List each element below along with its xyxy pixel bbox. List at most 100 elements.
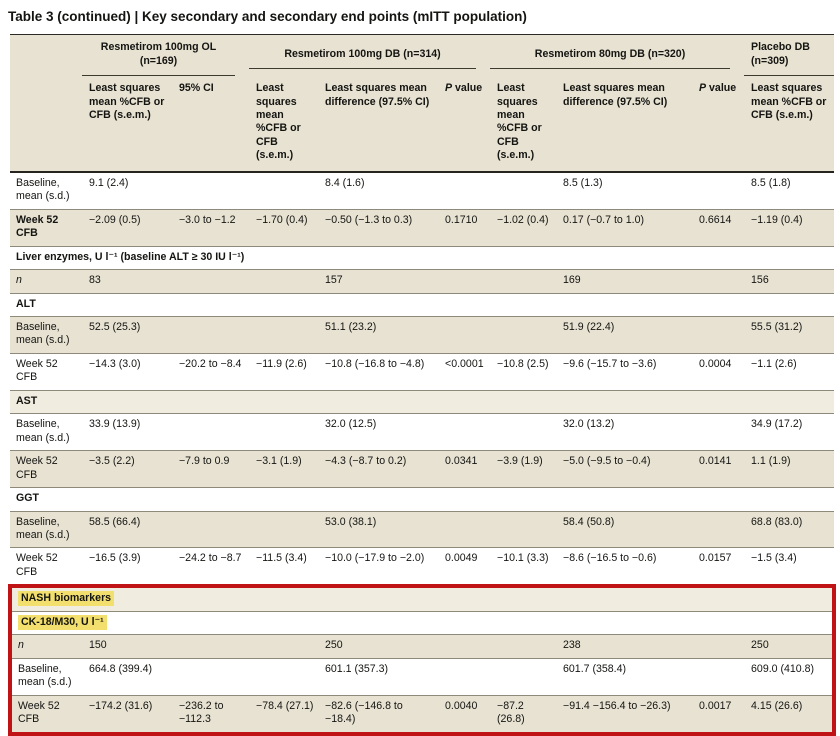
section-label: CK-18/M30, U l⁻¹	[10, 611, 834, 634]
col-header-ls-diff: Least squares mean difference (97.5% CI)	[318, 76, 439, 173]
table-cell: −10.1 (3.3)	[497, 552, 549, 565]
table-cell: 55.5 (31.2)	[751, 320, 803, 333]
table-cell: 150	[89, 639, 107, 652]
section-header-row: Liver enzymes, U l⁻¹ (baseline ALT ≥ 30 …	[10, 246, 835, 270]
table-header: Resmetirom 100mg OL (n=169) Resmetirom 1…	[10, 34, 835, 173]
table-cell: −5.0 (−9.5 to −0.4)	[563, 455, 651, 468]
table-row: Baseline, mean (s.d.) 664.8 (399.4) 601.1 …	[10, 658, 835, 696]
table-cell	[490, 635, 556, 658]
table-cell	[172, 172, 249, 209]
table-cell: <0.0001	[445, 357, 484, 370]
row-label: Baseline, mean (s.d.)	[18, 662, 72, 689]
row-label: n	[16, 274, 22, 287]
table-cell: 0.1710	[445, 213, 478, 226]
table-cell	[249, 635, 318, 658]
col-header-95ci: 95% CI	[172, 76, 250, 173]
p-italic: P	[699, 82, 707, 95]
table-cell: 0.6614	[699, 213, 732, 226]
table-cell: −0.50 (−1.3 to 0.3)	[325, 213, 413, 226]
table-cell: 0.0017	[699, 699, 732, 712]
p-rest: value	[706, 82, 737, 95]
table-cell: −11.5 (3.4)	[256, 552, 307, 565]
table-cell	[692, 316, 744, 353]
table-title: Table 3 (continued) | Key secondary and …	[8, 9, 527, 24]
corner-cell	[10, 34, 82, 77]
table-cell: 58.4 (50.8)	[563, 515, 615, 528]
table-cell: −2.09 (0.5)	[89, 213, 141, 226]
table-cell	[172, 511, 249, 548]
section-label: Liver enzymes, U l⁻¹ (baseline ALT ≥ 30 …	[16, 250, 245, 263]
table-cell	[438, 658, 490, 695]
table-cell	[249, 270, 318, 293]
table-cell: −91.4 −156.4 to −26.3)	[563, 699, 671, 712]
table-cell	[692, 172, 744, 209]
table-cell	[438, 635, 490, 658]
table-cell: −82.6 (−146.8 to −18.4)	[325, 699, 403, 726]
table-cell: −11.9 (2.6)	[256, 357, 307, 370]
table-cell: 0.17 (−0.7 to 1.0)	[563, 213, 644, 226]
group-label: Placebo DB (n=309)	[744, 35, 835, 77]
table-row: Week 52 CFB −16.5 (3.9) −24.2 to −8.7 −11.5…	[10, 547, 835, 587]
table-cell: 51.1 (23.2)	[325, 320, 377, 333]
table-cell	[438, 270, 490, 293]
table-cell: −3.9 (1.9)	[497, 455, 543, 468]
row-label: Baseline, mean (s.d.)	[16, 320, 70, 347]
table-cell: −20.2 to −8.4	[179, 357, 242, 370]
table-cell	[438, 414, 490, 451]
row-label: Baseline, mean (s.d.)	[16, 418, 70, 444]
table-cell: 169	[563, 274, 581, 287]
table-cell: 0.0040	[445, 699, 478, 712]
highlighted-label: CK-18/M30, U l⁻¹	[18, 614, 107, 630]
table-cell: −87.2 (26.8)	[497, 699, 525, 726]
table-cell	[692, 270, 744, 293]
table-row: Baseline, mean (s.d.) 33.9 (13.9) 32.0 (12…	[10, 413, 835, 451]
table-cell	[438, 172, 490, 209]
table-cell: −1.02 (0.4)	[497, 213, 549, 226]
group-header-placebo-db: Placebo DB (n=309)	[744, 34, 835, 77]
row-label: n	[18, 639, 24, 652]
table-cell: 52.5 (25.3)	[89, 320, 141, 333]
table-cell	[249, 658, 318, 695]
table-cell: 4.15 (26.6)	[751, 699, 803, 712]
table-cell: 33.9 (13.9)	[89, 418, 141, 431]
table-cell: −3.5 (2.2)	[89, 455, 135, 468]
row-label: Baseline, mean (s.d.)	[16, 176, 70, 203]
section-header-row: ALT	[10, 293, 835, 317]
section-label: ALT	[16, 297, 36, 310]
table-cell: −14.3 (3.0)	[89, 357, 141, 370]
table-cell: −1.1 (2.6)	[751, 357, 797, 370]
row-label: Baseline, mean (s.d.)	[16, 515, 70, 541]
table-cell: 32.0 (12.5)	[325, 418, 377, 431]
table-cell: 601.7 (358.4)	[563, 662, 627, 675]
table-cell	[490, 172, 556, 209]
section-header-row: AST	[10, 390, 835, 414]
table-cell: 32.0 (13.2)	[563, 418, 615, 431]
table-row: Week 52 CFB −2.09 (0.5) −3.0 to −1.2 −1.70 …	[10, 209, 835, 247]
table-cell: −174.2 (31.6)	[89, 699, 153, 712]
table-row: Week 52 CFB −174.2 (31.6) −236.2 to −112.3…	[10, 695, 835, 734]
group-header-row: Resmetirom 100mg OL (n=169) Resmetirom 1…	[10, 34, 835, 77]
row-label: Week 52 CFB	[16, 213, 59, 240]
table-cell: 9.1 (2.4)	[89, 176, 129, 189]
col-header-ls-mean: Least squares mean %CFB or CFB (s.e.m.)	[490, 76, 557, 173]
table-cell: 8.4 (1.6)	[325, 176, 365, 189]
table-cell: 250	[325, 639, 343, 652]
table-cell: 238	[563, 639, 581, 652]
table-cell	[172, 414, 249, 451]
group-label: Resmetirom 80mg DB (n=320)	[490, 42, 731, 70]
table-cell	[172, 635, 249, 658]
nash-biomarkers-highlight-box: NASH biomarkers CK-18/M30, U l⁻¹ n 150 250 23…	[10, 586, 835, 734]
col-header-ls-mean: Least squares mean %CFB or CFB (s.e.m.)	[744, 76, 835, 173]
col-header-ls-diff: Least squares mean difference (97.5% CI)	[556, 76, 693, 173]
table-cell	[692, 414, 744, 451]
highlighted-label: NASH biomarkers	[18, 591, 115, 607]
group-header-resmetirom-100-ol: Resmetirom 100mg OL (n=169)	[82, 34, 250, 77]
table-cell: −24.2 to −8.7	[179, 552, 242, 565]
table-cell: −16.5 (3.9)	[89, 552, 141, 565]
section-header-row: NASH biomarkers	[10, 586, 835, 612]
table-cell: 8.5 (1.8)	[751, 176, 791, 189]
col-header-p-value: P value	[438, 76, 491, 173]
table-cell	[438, 316, 490, 353]
group-header-resmetirom-100-db: Resmetirom 100mg DB (n=314)	[249, 34, 491, 77]
